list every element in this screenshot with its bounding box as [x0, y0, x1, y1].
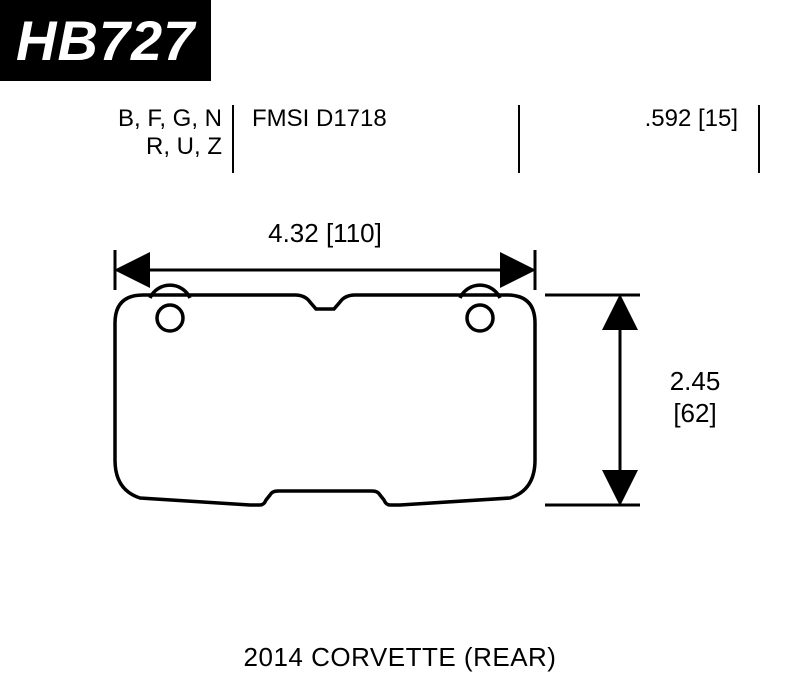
- compound-codes: B, F, G, N R, U, Z: [0, 105, 222, 175]
- compound-codes-line2: R, U, Z: [146, 133, 222, 161]
- height-dimension: 2.45 [62]: [545, 295, 720, 505]
- height-label-line2: [62]: [673, 398, 716, 428]
- thickness-spec: .592 [15]: [530, 105, 746, 175]
- part-number-header: HB727: [0, 0, 211, 81]
- spec-row: B, F, G, N R, U, Z FMSI D1718 .592 [15]: [0, 105, 800, 195]
- compound-codes-line1: B, F, G, N: [118, 105, 222, 133]
- fmsi-text: FMSI D1718: [252, 105, 387, 133]
- brake-pad-diagram: 4.32 [110] 2.45 [62]: [0, 200, 800, 660]
- width-dimension: 4.32 [110]: [115, 218, 535, 290]
- part-number-text: HB727: [16, 9, 195, 72]
- diagram-svg: 4.32 [110] 2.45 [62]: [0, 200, 800, 660]
- pad-outline: [115, 285, 535, 505]
- fmsi-code: FMSI D1718: [240, 105, 500, 175]
- thickness-text: .592 [15]: [645, 105, 738, 133]
- width-label: 4.32 [110]: [268, 218, 382, 248]
- divider: [758, 105, 760, 173]
- height-label-line1: 2.45: [670, 366, 721, 396]
- divider: [518, 105, 520, 173]
- divider: [232, 105, 234, 173]
- caption-text: 2014 CORVETTE (REAR): [244, 642, 557, 672]
- vehicle-caption: 2014 CORVETTE (REAR): [0, 642, 800, 673]
